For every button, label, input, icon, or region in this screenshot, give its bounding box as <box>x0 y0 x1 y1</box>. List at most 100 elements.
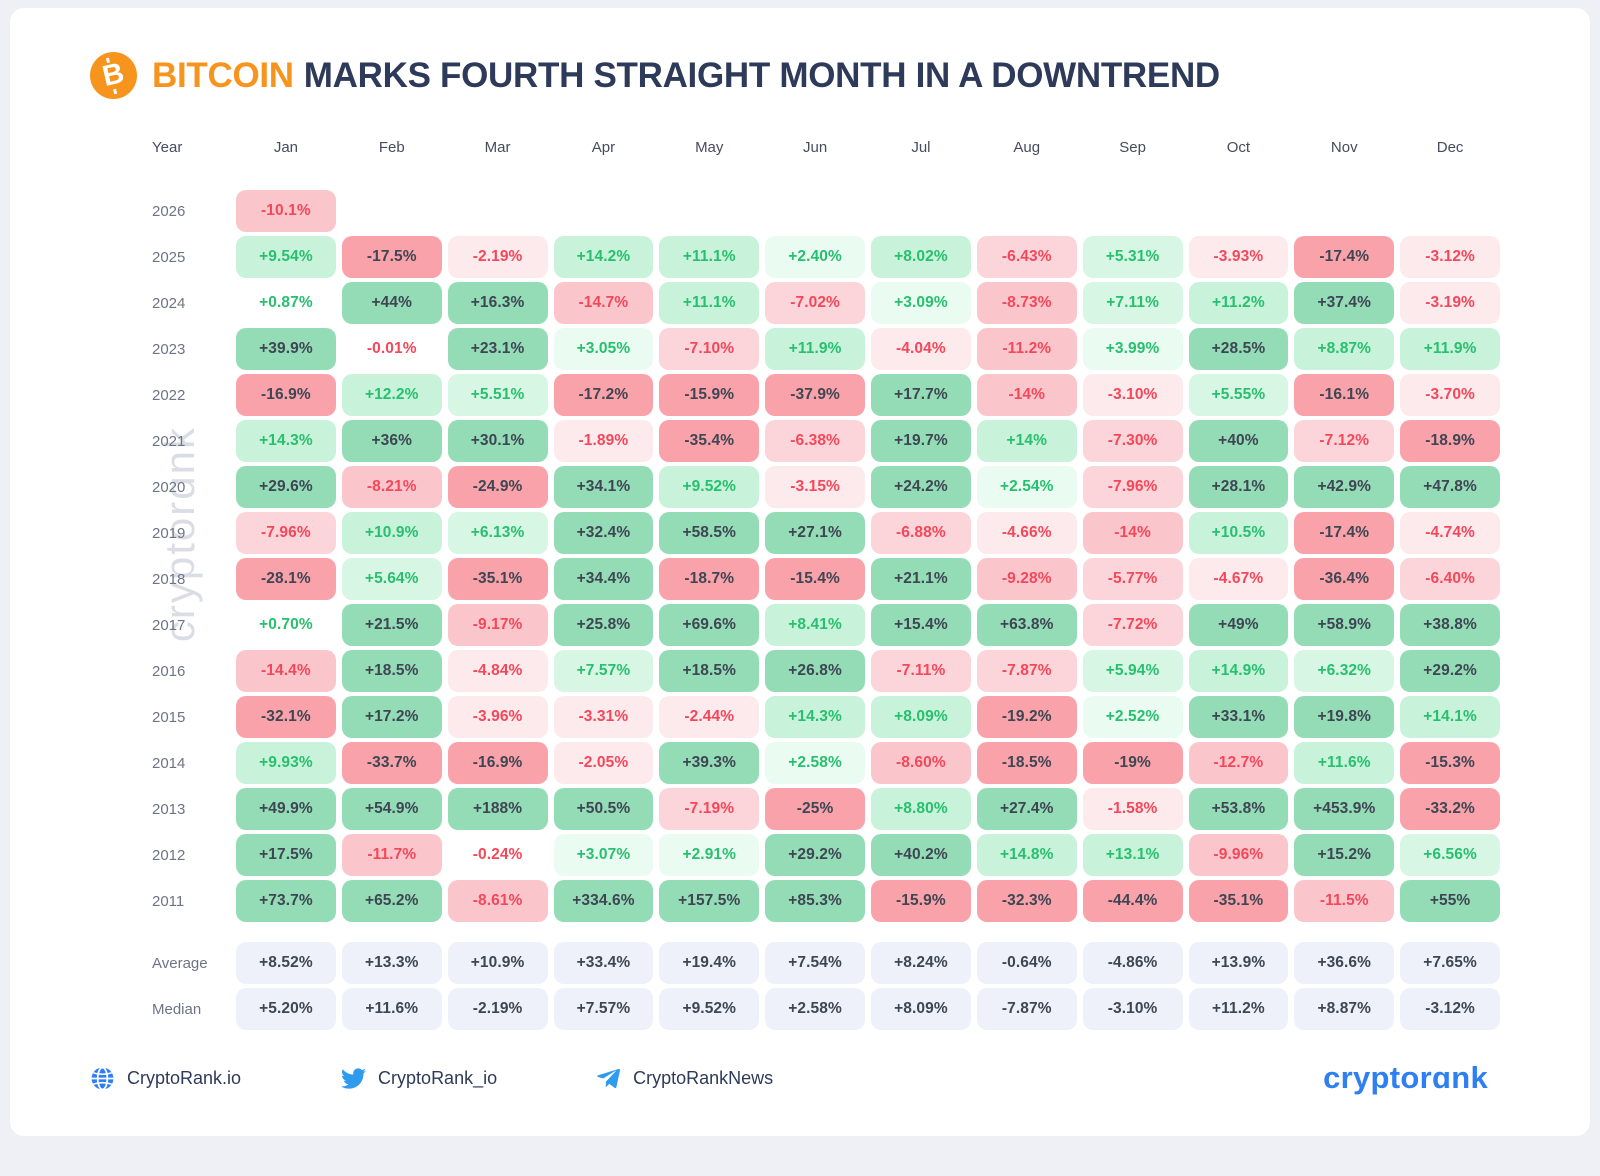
empty-cell <box>977 190 1077 232</box>
return-cell: -0.01% <box>341 328 442 370</box>
return-cell: -8.73% <box>976 282 1077 324</box>
return-cell: +12.2% <box>341 374 442 416</box>
return-cell: +8.80% <box>871 788 971 830</box>
return-cell: +5.64% <box>341 558 442 600</box>
return-cell: +5.51% <box>447 374 548 416</box>
header: B BITCOIN MARKS FOURTH STRAIGHT MONTH IN … <box>90 52 1220 99</box>
telegram-link[interactable]: CryptoRankNews <box>597 1066 773 1090</box>
twitter-link-label: CryptoRank_io <box>378 1067 498 1088</box>
empty-cell <box>554 190 654 232</box>
row-label: 2011 <box>152 892 185 910</box>
return-cell: -17.5% <box>341 236 442 278</box>
column-header: May <box>695 138 724 156</box>
row-label: 2018 <box>152 570 186 588</box>
column-header: Jul <box>911 138 931 156</box>
return-cell: +18.5% <box>659 650 760 692</box>
spacer <box>152 926 1500 938</box>
return-cell: -35.1% <box>447 558 548 600</box>
empty-cell <box>659 190 759 232</box>
return-cell: -32.3% <box>976 880 1077 922</box>
return-cell: -14.7% <box>553 282 654 324</box>
return-cell: -7.19% <box>659 788 760 830</box>
return-cell: +28.5% <box>1188 328 1289 370</box>
column-header: Aug <box>1013 138 1041 156</box>
twitter-link[interactable]: CryptoRank_io <box>341 1066 497 1091</box>
return-cell: -33.2% <box>1400 788 1500 830</box>
globe-icon <box>91 1066 114 1090</box>
return-cell: -17.4% <box>1294 236 1395 278</box>
return-cell: +2.52% <box>1082 696 1183 738</box>
row-label: 2020 <box>152 478 186 496</box>
monthly-returns-heatmap: Year Jan Feb Mar Apr May Jun Jul Aug Sep Oct Nov Dec… <box>152 132 1500 1030</box>
return-cell: +3.99% <box>1082 328 1183 370</box>
empty-cell <box>1083 190 1183 232</box>
row-label: 2021 <box>152 432 186 450</box>
summary-cell: +33.4% <box>553 942 654 984</box>
return-cell: +7.11% <box>1082 282 1183 324</box>
return-cell: -6.38% <box>765 420 865 462</box>
return-cell: +453.9% <box>1294 788 1395 830</box>
return-cell: +11.2% <box>1188 282 1289 324</box>
return-cell: -0.24% <box>447 834 548 876</box>
return-cell: +8.41% <box>765 604 865 646</box>
return-cell: -36.4% <box>1294 558 1395 600</box>
return-cell: -4.04% <box>871 328 971 370</box>
row-label: 2024 <box>152 294 186 312</box>
empty-cell <box>765 190 865 232</box>
return-cell: +8.09% <box>871 696 971 738</box>
return-cell: -3.12% <box>1400 236 1500 278</box>
return-cell: -6.40% <box>1400 558 1500 600</box>
return-cell: +14.1% <box>1400 696 1500 738</box>
return-cell: -7.96% <box>236 512 336 554</box>
return-cell: +44% <box>341 282 442 324</box>
return-cell: -3.15% <box>765 466 865 508</box>
footer: CryptoRank.io CryptoRank_io CryptoRankNe… <box>90 1060 1488 1096</box>
return-cell: +40.2% <box>871 834 971 876</box>
return-cell: -4.66% <box>976 512 1077 554</box>
summary-cell: +36.6% <box>1294 942 1395 984</box>
return-cell: -7.96% <box>1082 466 1183 508</box>
return-cell: -14% <box>1082 512 1183 554</box>
website-link-label: CryptoRank.io <box>127 1067 242 1088</box>
summary-cell: +7.57% <box>553 988 654 1030</box>
return-cell: +17.5% <box>236 834 336 876</box>
return-cell: +37.4% <box>1294 282 1395 324</box>
return-cell: -9.17% <box>447 604 548 646</box>
return-cell: -7.30% <box>1082 420 1183 462</box>
return-cell: -6.43% <box>976 236 1077 278</box>
column-header: Sep <box>1119 138 1146 156</box>
return-cell: +65.2% <box>341 880 442 922</box>
return-cell: +27.4% <box>976 788 1077 830</box>
return-cell: +5.55% <box>1188 374 1289 416</box>
return-cell: +36% <box>341 420 442 462</box>
row-label: 2023 <box>152 340 186 358</box>
return-cell: -44.4% <box>1082 880 1183 922</box>
return-cell: +39.3% <box>659 742 760 784</box>
return-cell: +32.4% <box>553 512 654 554</box>
return-cell: -18.7% <box>659 558 760 600</box>
return-cell: +14.3% <box>236 420 336 462</box>
return-cell: +7.57% <box>553 650 654 692</box>
return-cell: -2.44% <box>659 696 760 738</box>
return-cell: -3.31% <box>553 696 654 738</box>
summary-row-label: Median <box>152 1000 202 1018</box>
return-cell: +13.1% <box>1082 834 1183 876</box>
return-cell: -7.11% <box>871 650 971 692</box>
return-cell: +14.8% <box>976 834 1077 876</box>
return-cell: +49.9% <box>236 788 336 830</box>
return-cell: -15.4% <box>765 558 865 600</box>
website-link[interactable]: CryptoRank.io <box>90 1066 241 1091</box>
return-cell: +14.2% <box>553 236 654 278</box>
return-cell: -35.1% <box>1188 880 1289 922</box>
return-cell: -37.9% <box>765 374 865 416</box>
summary-cell: -0.64% <box>976 942 1077 984</box>
row-label: 2016 <box>152 662 186 680</box>
row-label: 2025 <box>152 248 186 266</box>
summary-cell: +11.6% <box>341 988 442 1030</box>
return-cell: +19.8% <box>1294 696 1395 738</box>
return-cell: -3.93% <box>1188 236 1289 278</box>
return-cell: +8.02% <box>871 236 971 278</box>
return-cell: -28.1% <box>236 558 336 600</box>
summary-cell: +13.9% <box>1188 942 1289 984</box>
return-cell: +29.2% <box>765 834 865 876</box>
